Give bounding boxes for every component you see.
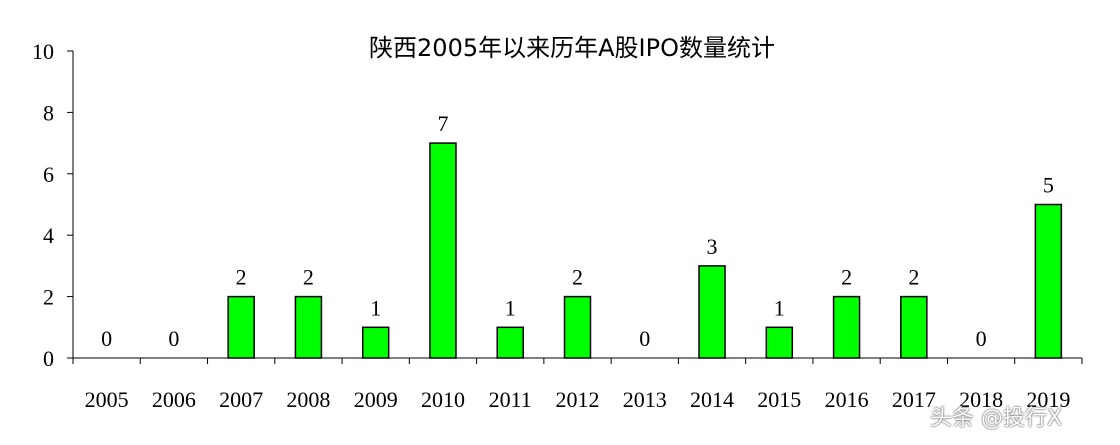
x-tick-label: 2015	[757, 387, 801, 412]
x-tick-label: 2005	[85, 387, 129, 412]
x-tick-label: 2008	[286, 387, 330, 412]
data-label: 2	[908, 265, 919, 290]
data-label: 0	[168, 326, 179, 351]
x-tick-label: 2012	[556, 387, 600, 412]
watermark: 头条 @投行X	[930, 406, 1063, 431]
y-axis: 0 2 4 6 8 10	[32, 39, 74, 371]
data-label: 0	[101, 326, 112, 351]
y-tick-label: 4	[43, 223, 54, 248]
y-tick-label: 10	[32, 39, 54, 64]
bar	[294, 295, 323, 359]
y-tick-label: 0	[43, 346, 54, 371]
bar	[832, 295, 861, 359]
data-labels: 0 0 2 2 1 7 1 2 0 3 1 2 2 0 5	[101, 111, 1054, 351]
data-label: 0	[639, 326, 650, 351]
data-label: 2	[572, 265, 583, 290]
x-tick-label: 2017	[892, 387, 936, 412]
bar	[496, 326, 524, 359]
x-tick-label: 2013	[623, 387, 667, 412]
x-tick-label: 2007	[219, 387, 263, 412]
y-tick-label: 8	[43, 100, 54, 125]
x-tick-label: 2018	[959, 387, 1003, 412]
x-tick-label: 2016	[825, 387, 869, 412]
data-label: 0	[976, 326, 987, 351]
data-label: 2	[841, 265, 852, 290]
category-labels: 2005 2006 2007 2008 2009 2010 2011 2012 2013 2014…	[85, 387, 1071, 412]
x-tick-label: 2009	[354, 387, 398, 412]
x-tick-label: 2011	[489, 387, 532, 412]
data-label: 7	[437, 111, 448, 136]
x-tick-label: 2010	[421, 387, 465, 412]
data-label: 5	[1043, 173, 1054, 198]
data-label: 3	[707, 234, 718, 259]
data-label: 2	[236, 265, 247, 290]
x-tick-label: 2014	[690, 387, 734, 412]
x-tick-label: 2006	[152, 387, 196, 412]
bar	[563, 295, 592, 359]
bar-series	[227, 142, 1063, 359]
data-label: 1	[774, 295, 785, 320]
bar	[1034, 203, 1063, 359]
bar	[900, 295, 928, 359]
chart-title: 陕西2005年以来历年A股IPO数量统计	[369, 34, 775, 62]
bar	[227, 295, 255, 359]
data-label: 1	[505, 295, 516, 320]
x-axis	[72, 357, 1083, 364]
bar	[361, 326, 390, 359]
data-label: 1	[370, 295, 381, 320]
bar	[698, 265, 726, 359]
data-label: 2	[303, 265, 314, 290]
bar	[765, 326, 794, 359]
y-tick-label: 2	[43, 285, 54, 310]
bar	[429, 142, 457, 359]
y-tick-label: 6	[43, 162, 54, 187]
x-tick-label: 2019	[1026, 387, 1070, 412]
